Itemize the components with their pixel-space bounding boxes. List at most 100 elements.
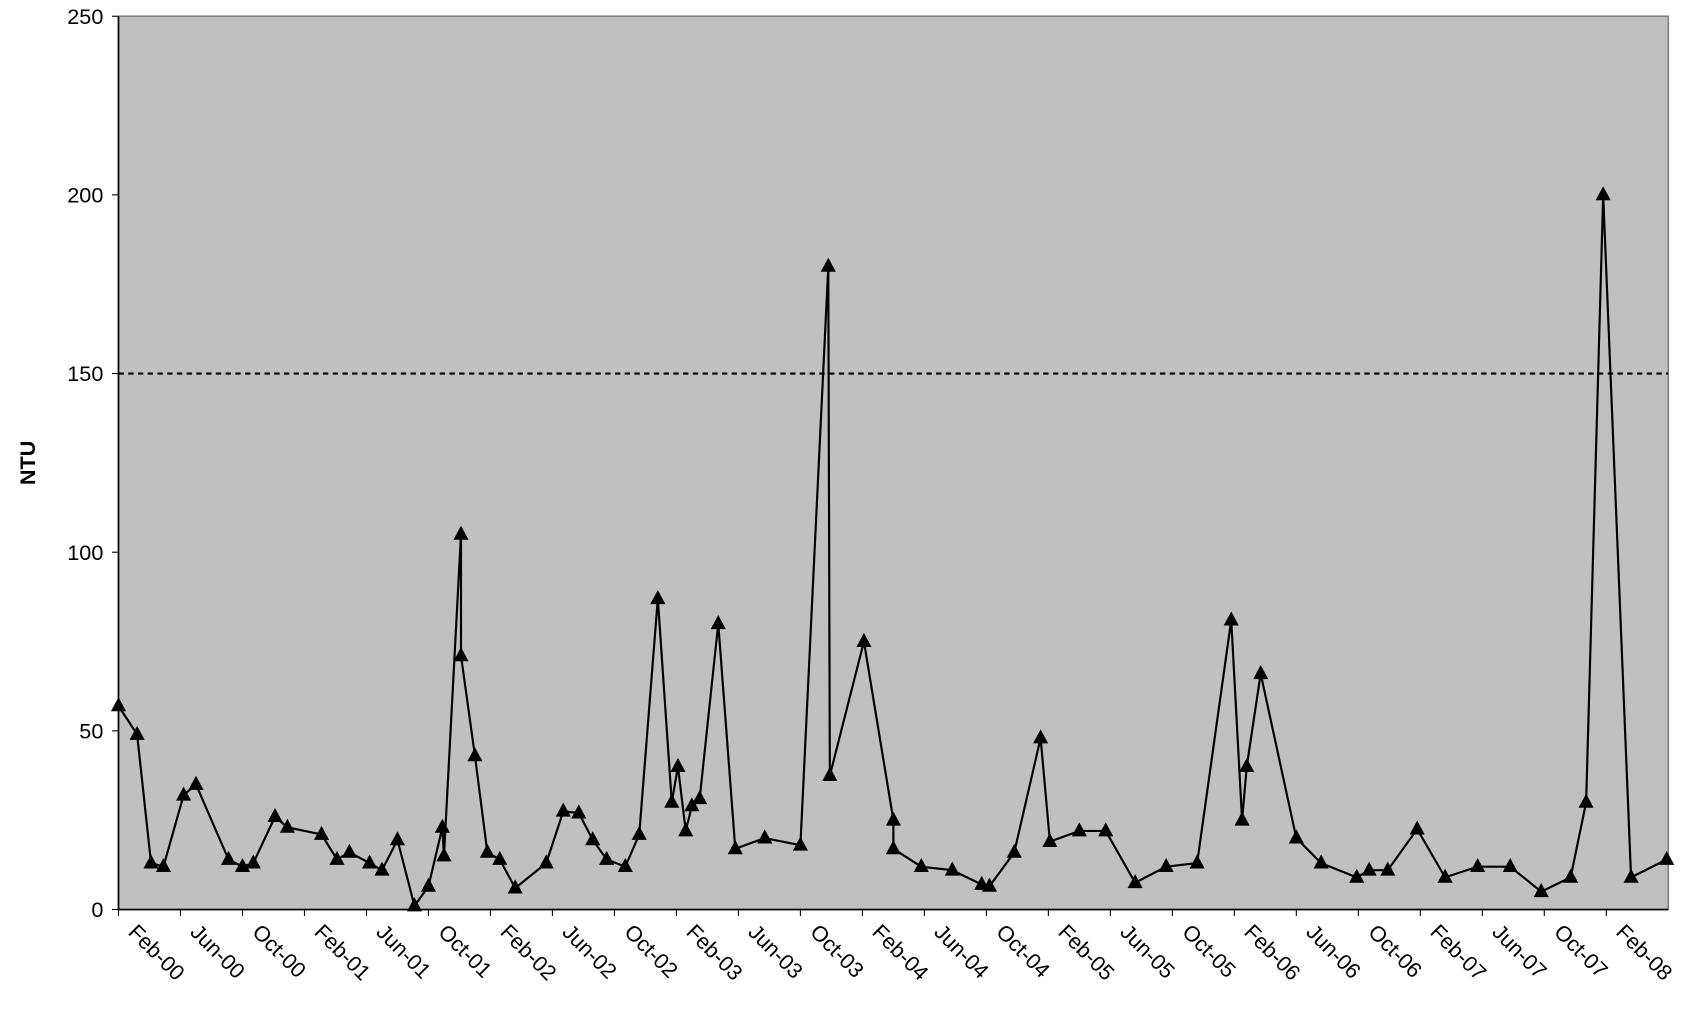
x-tick-label: Oct-02 (620, 919, 684, 983)
marker (692, 790, 708, 805)
marker (885, 811, 901, 826)
marker (279, 818, 295, 833)
x-tick-label: Feb-07 (1425, 919, 1491, 985)
y-tick-label: 50 (79, 718, 103, 743)
marker (1578, 793, 1594, 808)
marker (1006, 843, 1022, 858)
marker (507, 879, 523, 894)
marker (1127, 874, 1143, 889)
marker (129, 725, 145, 740)
y-tick-label: 100 (67, 540, 103, 565)
marker (1409, 820, 1425, 835)
marker (492, 850, 508, 865)
marker (822, 766, 838, 781)
marker (245, 854, 261, 869)
marker (599, 850, 615, 865)
marker (1234, 811, 1250, 826)
x-tick-label: Feb-00 (124, 919, 190, 985)
marker (650, 590, 666, 605)
marker (188, 775, 204, 790)
marker (1349, 868, 1365, 883)
x-tick-label: Oct-01 (434, 919, 498, 983)
marker (981, 877, 998, 892)
marker (479, 843, 495, 858)
marker (885, 840, 901, 855)
marker (453, 647, 469, 662)
marker (670, 757, 686, 773)
x-tick-label: Oct-05 (1177, 919, 1241, 983)
y-axis-label: NTU (15, 441, 40, 485)
marker (538, 854, 554, 869)
marker (820, 257, 836, 272)
marker (176, 786, 192, 801)
marker (1380, 861, 1396, 876)
marker (313, 825, 330, 840)
x-tick-label: Oct-06 (1363, 919, 1427, 983)
marker (361, 854, 378, 869)
marker (678, 822, 694, 837)
marker (155, 857, 172, 873)
marker (1623, 868, 1639, 883)
marker (1098, 822, 1114, 837)
marker (684, 797, 700, 812)
x-tick-label: Oct-04 (991, 919, 1055, 983)
marker (856, 632, 872, 647)
marker (1595, 186, 1611, 201)
plot-area (117, 15, 1670, 911)
marker (1158, 857, 1174, 873)
marker (110, 697, 127, 712)
marker (1288, 829, 1304, 844)
marker (1071, 822, 1087, 837)
y-tick-label: 250 (67, 4, 103, 29)
marker (420, 877, 437, 892)
marker (555, 802, 571, 817)
x-tick-label: Feb-03 (682, 919, 748, 985)
marker (374, 861, 390, 876)
marker (664, 793, 680, 808)
marker (1437, 868, 1453, 883)
marker (571, 804, 587, 819)
marker (944, 861, 960, 876)
marker (1313, 854, 1329, 869)
x-tick-label: Oct-03 (806, 919, 870, 983)
x-tick-label: Jun-00 (186, 919, 250, 983)
marker (467, 747, 483, 762)
marker (1033, 729, 1049, 744)
marker (143, 854, 159, 869)
x-tick-label: Feb-05 (1053, 919, 1119, 985)
x-tick-label: Oct-00 (248, 919, 312, 983)
x-tick-label: Feb-08 (1611, 919, 1677, 985)
marker (234, 857, 251, 873)
marker (1223, 611, 1239, 626)
marker (913, 857, 929, 873)
x-tick-label: Jun-04 (929, 919, 993, 983)
marker (406, 897, 423, 912)
y-tick-label: 0 (91, 897, 103, 922)
marker (1361, 861, 1377, 876)
marker (341, 843, 357, 858)
y-tick-label: 200 (67, 182, 103, 207)
marker (436, 847, 452, 862)
x-tick-label: Feb-02 (496, 919, 562, 985)
x-tick-label: Jun-05 (1115, 919, 1179, 983)
marker (585, 831, 601, 846)
marker (1470, 857, 1486, 873)
marker (1239, 757, 1255, 773)
marker (389, 831, 406, 846)
x-tick-label: Feb-01 (310, 919, 376, 985)
marker (710, 615, 726, 630)
marker (434, 818, 450, 833)
x-tick-label: Feb-04 (868, 919, 934, 985)
x-tick-label: Jun-06 (1301, 919, 1365, 983)
marker (792, 836, 808, 851)
x-tick-label: Oct-07 (1549, 919, 1613, 983)
marker (1189, 854, 1205, 869)
marker (617, 857, 633, 873)
marker (1253, 665, 1269, 680)
marker (1563, 868, 1579, 883)
x-tick-label: Feb-06 (1239, 919, 1305, 985)
y-tick-label: 150 (67, 361, 103, 386)
marker (267, 807, 283, 823)
x-tick-label: Jun-07 (1487, 919, 1551, 983)
